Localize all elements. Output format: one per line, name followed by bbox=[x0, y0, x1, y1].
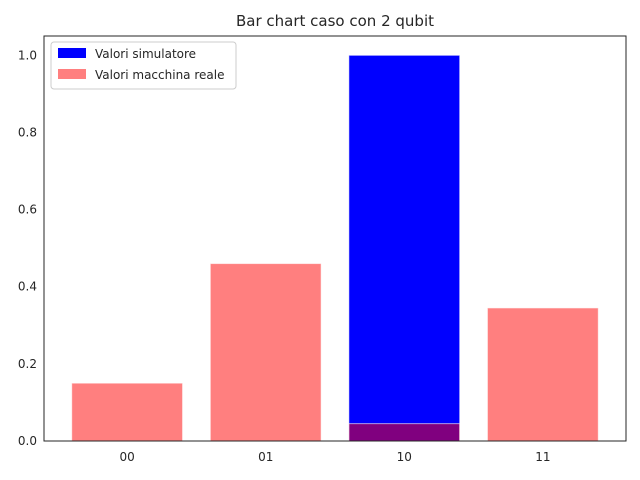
bar-simulatore-10 bbox=[348, 54, 461, 442]
y-tick-label: 0.4 bbox=[18, 280, 37, 294]
legend-label: Valori simulatore bbox=[95, 47, 196, 61]
legend-swatch bbox=[58, 48, 86, 58]
y-tick-label: 0.6 bbox=[18, 203, 37, 217]
legend: Valori simulatore Valori macchina reale bbox=[50, 41, 237, 90]
legend-label: Valori macchina reale bbox=[95, 68, 224, 82]
x-axis: 00 01 10 11 bbox=[120, 450, 551, 464]
y-axis: 0.0 0.2 0.4 0.6 0.8 1.0 bbox=[18, 48, 37, 448]
legend-box bbox=[50, 41, 237, 90]
chart-title: Bar chart caso con 2 qubit bbox=[236, 12, 434, 30]
x-tick-label: 01 bbox=[258, 450, 273, 464]
bar-reale-11 bbox=[486, 307, 599, 442]
plot-area-frame bbox=[43, 35, 627, 442]
y-tick-label: 0.0 bbox=[18, 434, 37, 448]
bar-reale-10 bbox=[348, 423, 461, 442]
bar-reale-00 bbox=[71, 382, 184, 442]
x-tick-label: 10 bbox=[397, 450, 412, 464]
y-tick-label: 1.0 bbox=[18, 48, 37, 62]
x-tick-label: 11 bbox=[535, 450, 550, 464]
x-tick-label: 00 bbox=[120, 450, 135, 464]
bars-group bbox=[71, 54, 599, 442]
y-tick-label: 0.8 bbox=[18, 125, 37, 139]
legend-swatch bbox=[58, 69, 86, 79]
bar-reale-01 bbox=[209, 263, 322, 442]
y-tick-label: 0.2 bbox=[18, 357, 37, 371]
